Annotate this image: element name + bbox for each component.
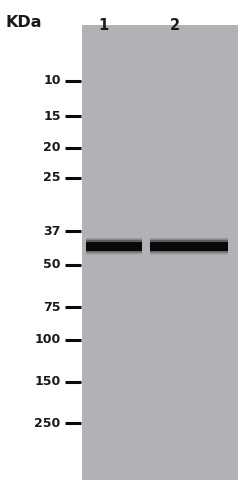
Text: 250: 250: [35, 417, 61, 430]
Bar: [150, 238, 228, 239]
Bar: [82, 25, 238, 480]
Text: 37: 37: [43, 225, 61, 238]
Bar: [150, 252, 228, 253]
Text: 75: 75: [43, 300, 61, 314]
Bar: [150, 252, 228, 254]
Bar: [150, 251, 228, 252]
Bar: [150, 250, 228, 252]
Bar: [150, 253, 228, 255]
Bar: [86, 240, 142, 242]
Bar: [86, 249, 142, 251]
Bar: [150, 251, 228, 252]
Bar: [150, 239, 228, 240]
Bar: [86, 252, 142, 254]
Text: 10: 10: [43, 74, 61, 87]
Bar: [86, 252, 142, 253]
Text: 150: 150: [35, 375, 61, 388]
Bar: [150, 249, 228, 251]
Text: 100: 100: [35, 333, 61, 347]
Bar: [86, 251, 142, 252]
Bar: [150, 240, 228, 241]
Bar: [86, 242, 142, 243]
Bar: [150, 242, 228, 251]
Bar: [150, 240, 228, 242]
Bar: [86, 239, 142, 240]
Text: KDa: KDa: [6, 15, 42, 30]
Text: 2: 2: [170, 18, 180, 33]
Text: 1: 1: [98, 18, 109, 33]
Text: 25: 25: [43, 171, 61, 184]
Bar: [86, 239, 142, 240]
Bar: [86, 237, 142, 239]
Text: 15: 15: [43, 109, 61, 123]
Bar: [86, 253, 142, 255]
Bar: [86, 250, 142, 252]
Bar: [86, 238, 142, 239]
Bar: [86, 254, 142, 255]
Text: 50: 50: [43, 258, 61, 272]
Bar: [86, 251, 142, 252]
Bar: [150, 237, 228, 239]
Bar: [86, 241, 142, 243]
Bar: [86, 240, 142, 241]
Bar: [150, 239, 228, 240]
Text: 20: 20: [43, 141, 61, 155]
Bar: [86, 242, 142, 251]
Bar: [150, 242, 228, 243]
Bar: [150, 254, 228, 255]
Bar: [150, 241, 228, 243]
